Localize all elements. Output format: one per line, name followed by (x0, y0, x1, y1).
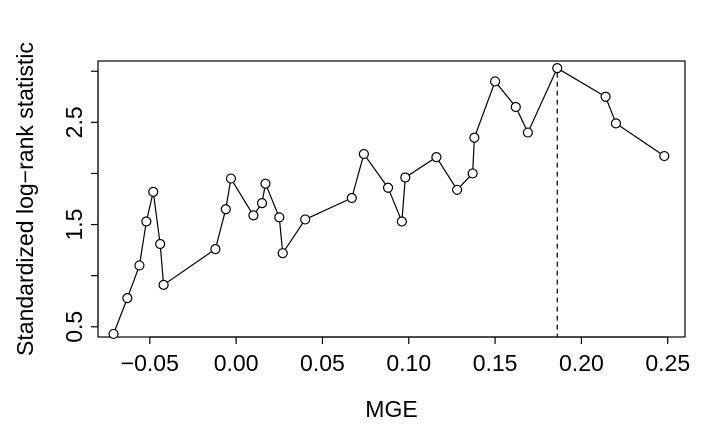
series-segment (215, 213, 226, 245)
series-segment (366, 157, 386, 185)
x-tick-label: 0.25 (645, 350, 690, 376)
series-segment (352, 158, 364, 194)
series-segment (266, 187, 279, 214)
series-segment (255, 206, 260, 213)
series-segment (389, 191, 401, 218)
data-point (210, 243, 221, 255)
x-tick-label: 0.05 (300, 350, 345, 376)
x-tick-label: −0.05 (121, 350, 179, 376)
series-segment (438, 160, 456, 187)
points-layer (108, 63, 670, 340)
y-axis-title: Standardized log−rank statistic (12, 42, 38, 356)
data-point (522, 127, 533, 138)
data-point (141, 216, 152, 227)
series-segment (279, 221, 283, 249)
series-segment (232, 182, 252, 212)
data-point (108, 328, 119, 340)
data-point (134, 260, 145, 271)
series-segment (401, 181, 406, 218)
data-point (610, 118, 622, 129)
data-point (260, 178, 271, 189)
data-point (220, 204, 231, 215)
x-tick-label: 0.15 (473, 350, 518, 376)
data-point (467, 168, 478, 179)
data-point (300, 214, 311, 225)
y-tick-label: 2.5 (61, 106, 87, 138)
data-point (346, 192, 357, 204)
x-tick-label: 0.20 (559, 350, 604, 376)
data-point (510, 101, 521, 113)
y-axis: 0.5 1.5 2.5 (61, 70, 99, 343)
series-segment (114, 302, 127, 330)
data-point (155, 238, 166, 250)
data-point (256, 197, 268, 209)
series-segment (262, 187, 266, 199)
series-segment (408, 159, 433, 176)
data-point (659, 150, 670, 162)
series-segment (146, 196, 153, 218)
series-line-layer (114, 69, 661, 330)
x-tick-label: 0.10 (386, 350, 431, 376)
series-segment (139, 225, 147, 262)
data-point (358, 148, 369, 160)
series-segment (497, 84, 514, 104)
data-point (148, 186, 159, 197)
data-point (225, 173, 237, 184)
series-segment (159, 248, 164, 281)
series-segment (606, 100, 615, 120)
series-segment (309, 199, 348, 219)
data-point (122, 293, 133, 304)
series-segment (459, 176, 470, 187)
series-segment (472, 142, 475, 169)
x-axis: −0.05 0.00 0.05 0.10 0.15 0.20 0.25 (121, 336, 690, 376)
data-point (452, 184, 463, 195)
x-tick-label: 0.00 (214, 350, 259, 376)
series-segment (166, 251, 213, 283)
data-point (469, 132, 480, 143)
series-segment (517, 110, 527, 129)
y-tick-label: 1.5 (61, 209, 87, 241)
series-segment (153, 196, 161, 240)
data-point (274, 212, 285, 223)
series-segment (284, 222, 304, 250)
series-segment (225, 182, 231, 205)
data-point (396, 216, 407, 227)
series-segment (619, 125, 661, 155)
series-segment (529, 72, 556, 129)
series-segment (560, 69, 603, 96)
data-point (158, 279, 169, 290)
data-point (489, 76, 501, 87)
series-segment (128, 269, 139, 295)
y-tick-label: 0.5 (61, 311, 87, 343)
data-point (552, 63, 563, 74)
data-point (431, 151, 442, 163)
data-point (277, 248, 288, 259)
data-point (248, 210, 259, 221)
data-point (400, 172, 411, 183)
x-axis-title: MGE (365, 396, 417, 422)
data-point (600, 91, 611, 102)
plot-frame (97, 60, 686, 338)
data-point (382, 182, 394, 193)
series-segment (475, 85, 495, 134)
